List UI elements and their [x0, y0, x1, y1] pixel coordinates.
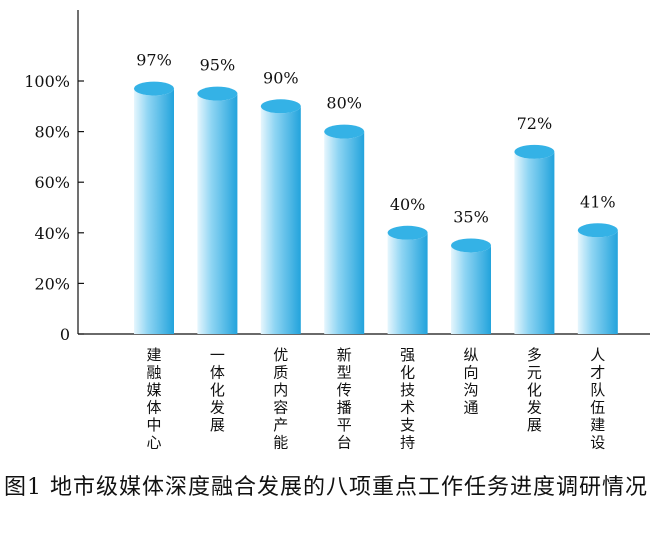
bar — [134, 88, 174, 334]
x-tick-label: 新型传播平台 — [337, 346, 352, 452]
data-label: 80% — [326, 94, 362, 113]
x-tick-label: 强化技术支持 — [400, 346, 415, 452]
bar — [387, 232, 428, 334]
y-tick-label: 40% — [34, 224, 70, 243]
chart-canvas: 0 20% 40% 60% 80% 100% 97% 建融媒体中心 95% 一体化发展 90% 优质… — [24, 10, 650, 452]
x-tick-label: 人才队伍建设 — [590, 346, 605, 452]
y-tick-label: 60% — [34, 173, 70, 192]
bar-top — [324, 124, 365, 139]
bar-chart: 0 20% 40% 60% 80% 100% 97% 建融媒体中心 95% 一体化发展 90% 优质… — [24, 10, 650, 452]
bar-top — [260, 99, 301, 114]
data-label: 72% — [517, 114, 553, 133]
x-tick-label: 建融媒体中心 — [146, 346, 161, 452]
y-tick-label: 100% — [24, 72, 70, 91]
bar-top — [387, 225, 428, 240]
data-label: 95% — [200, 56, 236, 75]
bar-top — [514, 144, 555, 159]
data-label: 90% — [263, 68, 299, 87]
bar-top — [451, 238, 491, 253]
data-label: 97% — [136, 51, 172, 70]
bar — [514, 151, 555, 334]
bar — [260, 106, 301, 334]
x-tick-label: 纵向沟通 — [463, 346, 478, 417]
y-tick-label: 80% — [34, 123, 70, 142]
x-tick-label: 多元化发展 — [527, 346, 542, 434]
bar — [577, 230, 618, 334]
bar — [451, 245, 492, 334]
data-label: 35% — [453, 207, 489, 226]
bar — [324, 131, 365, 334]
data-label: 40% — [390, 195, 426, 214]
y-tick-label: 0 — [60, 325, 70, 344]
x-tick-label: 优质内容产能 — [273, 346, 288, 452]
y-tick-label: 20% — [34, 274, 70, 293]
bar-top — [577, 223, 618, 238]
figure-caption: 图1 地市级媒体深度融合发展的八项重点工作任务进度调研情况 — [4, 475, 648, 500]
bar — [197, 93, 238, 335]
data-label: 41% — [580, 192, 616, 211]
bar-top — [134, 81, 174, 96]
x-tick-label: 一体化发展 — [210, 346, 225, 434]
bar-top — [197, 86, 238, 101]
